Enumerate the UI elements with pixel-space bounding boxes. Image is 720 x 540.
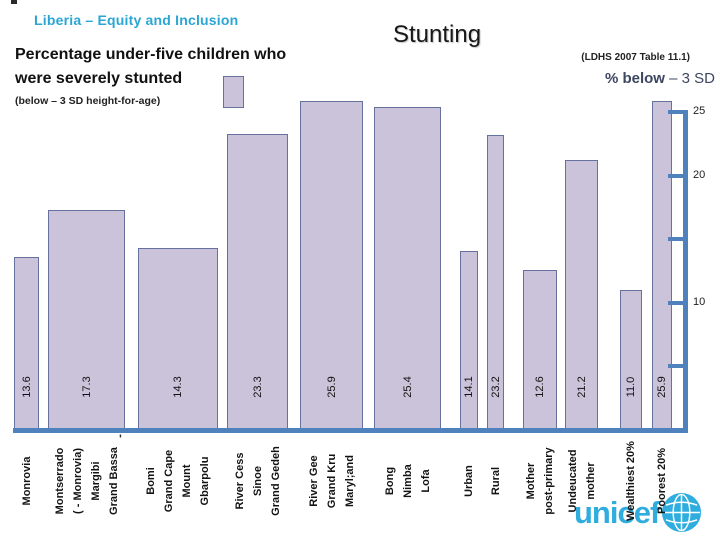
category-label-line: Bong xyxy=(383,466,396,496)
y-axis-tick xyxy=(668,174,683,178)
x-axis-line xyxy=(13,428,687,433)
category-label: Poorest 20% xyxy=(607,426,717,536)
bar-value-label: 23.3 xyxy=(251,376,264,398)
bar-rivergee-grandkru-maryland xyxy=(300,101,363,430)
chart-title: Stunting xyxy=(393,21,482,48)
stray-apostrophe-artifact: ' xyxy=(119,432,122,446)
bar-montserrado--monrovia-margibi-grandbassa xyxy=(48,210,125,430)
unicef-logo: unicef xyxy=(574,492,702,533)
category-label-line: Grand Kru xyxy=(325,453,338,509)
edge-artifact xyxy=(11,0,17,4)
category-label-line: Montserrado xyxy=(53,447,66,515)
y-axis-tick xyxy=(668,110,683,114)
slide-title: Liberia – Equity and Inclusion xyxy=(34,12,239,28)
chart-subtitle-line1: Percentage under-five children who xyxy=(15,46,287,63)
category-label-line: ( - Monrovia) xyxy=(71,448,84,514)
y-axis-tick-label: 10 xyxy=(693,296,706,308)
category-label-line: Margibi xyxy=(89,461,102,501)
floating-mini-bar xyxy=(223,76,244,108)
y-axis-caption: % below – 3 SD xyxy=(605,70,715,87)
chart-subtitle-line2: were severely stunted xyxy=(15,70,183,87)
source-reference: (LDHS 2007 Table 11.1) xyxy=(581,52,690,63)
category-label-line: River Cess xyxy=(233,452,246,510)
y-axis-tick xyxy=(668,364,683,368)
category-label-line: River Gee xyxy=(307,455,320,507)
bar-value-label: 13.6 xyxy=(20,376,33,398)
category-label-line: Mount xyxy=(181,464,193,498)
y-axis-tick-label: 20 xyxy=(693,169,706,181)
y-axis-line xyxy=(683,110,688,433)
bar-mother-post-primary xyxy=(523,270,557,430)
bar-value-label: 21.2 xyxy=(575,376,588,398)
bar-rivercess-sinoe-grandgedeh xyxy=(227,134,288,430)
y-axis-caption-rest: – 3 SD xyxy=(664,70,715,87)
chart-subtitle-note: (below – 3 SD height-for-age) xyxy=(15,95,161,107)
bar-bong-nimba-lofa xyxy=(374,107,441,430)
y-axis-tick xyxy=(668,237,683,241)
bar-wealthiest20 xyxy=(620,290,642,430)
unicef-globe-icon xyxy=(662,492,702,533)
category-label-line: Grand Cape xyxy=(163,449,175,513)
bar-value-label: 25.9 xyxy=(325,376,338,398)
bar-value-label: 12.6 xyxy=(534,376,546,398)
bar-monrovia xyxy=(14,257,39,430)
category-label-line: Grand Bassa xyxy=(107,447,120,515)
y-axis-caption-bold: % below xyxy=(604,70,665,87)
bar-value-label: 25.9 xyxy=(656,376,668,398)
bar-undeucated-mother xyxy=(565,160,598,430)
y-axis-tick xyxy=(668,301,683,305)
bar-value-label: 17.3 xyxy=(80,376,93,398)
category-label-line: Poorest 20% xyxy=(656,447,668,515)
bar-value-label: 14.3 xyxy=(172,376,184,398)
unicef-logo-text: unicef xyxy=(574,494,660,530)
bar-value-label: 25.4 xyxy=(401,376,414,398)
bar-value-label: 23.2 xyxy=(489,376,502,398)
category-label-line: Bomi xyxy=(145,467,157,495)
y-axis-tick-label: 25 xyxy=(693,105,706,117)
category-label-line: Sinoe xyxy=(251,466,264,496)
